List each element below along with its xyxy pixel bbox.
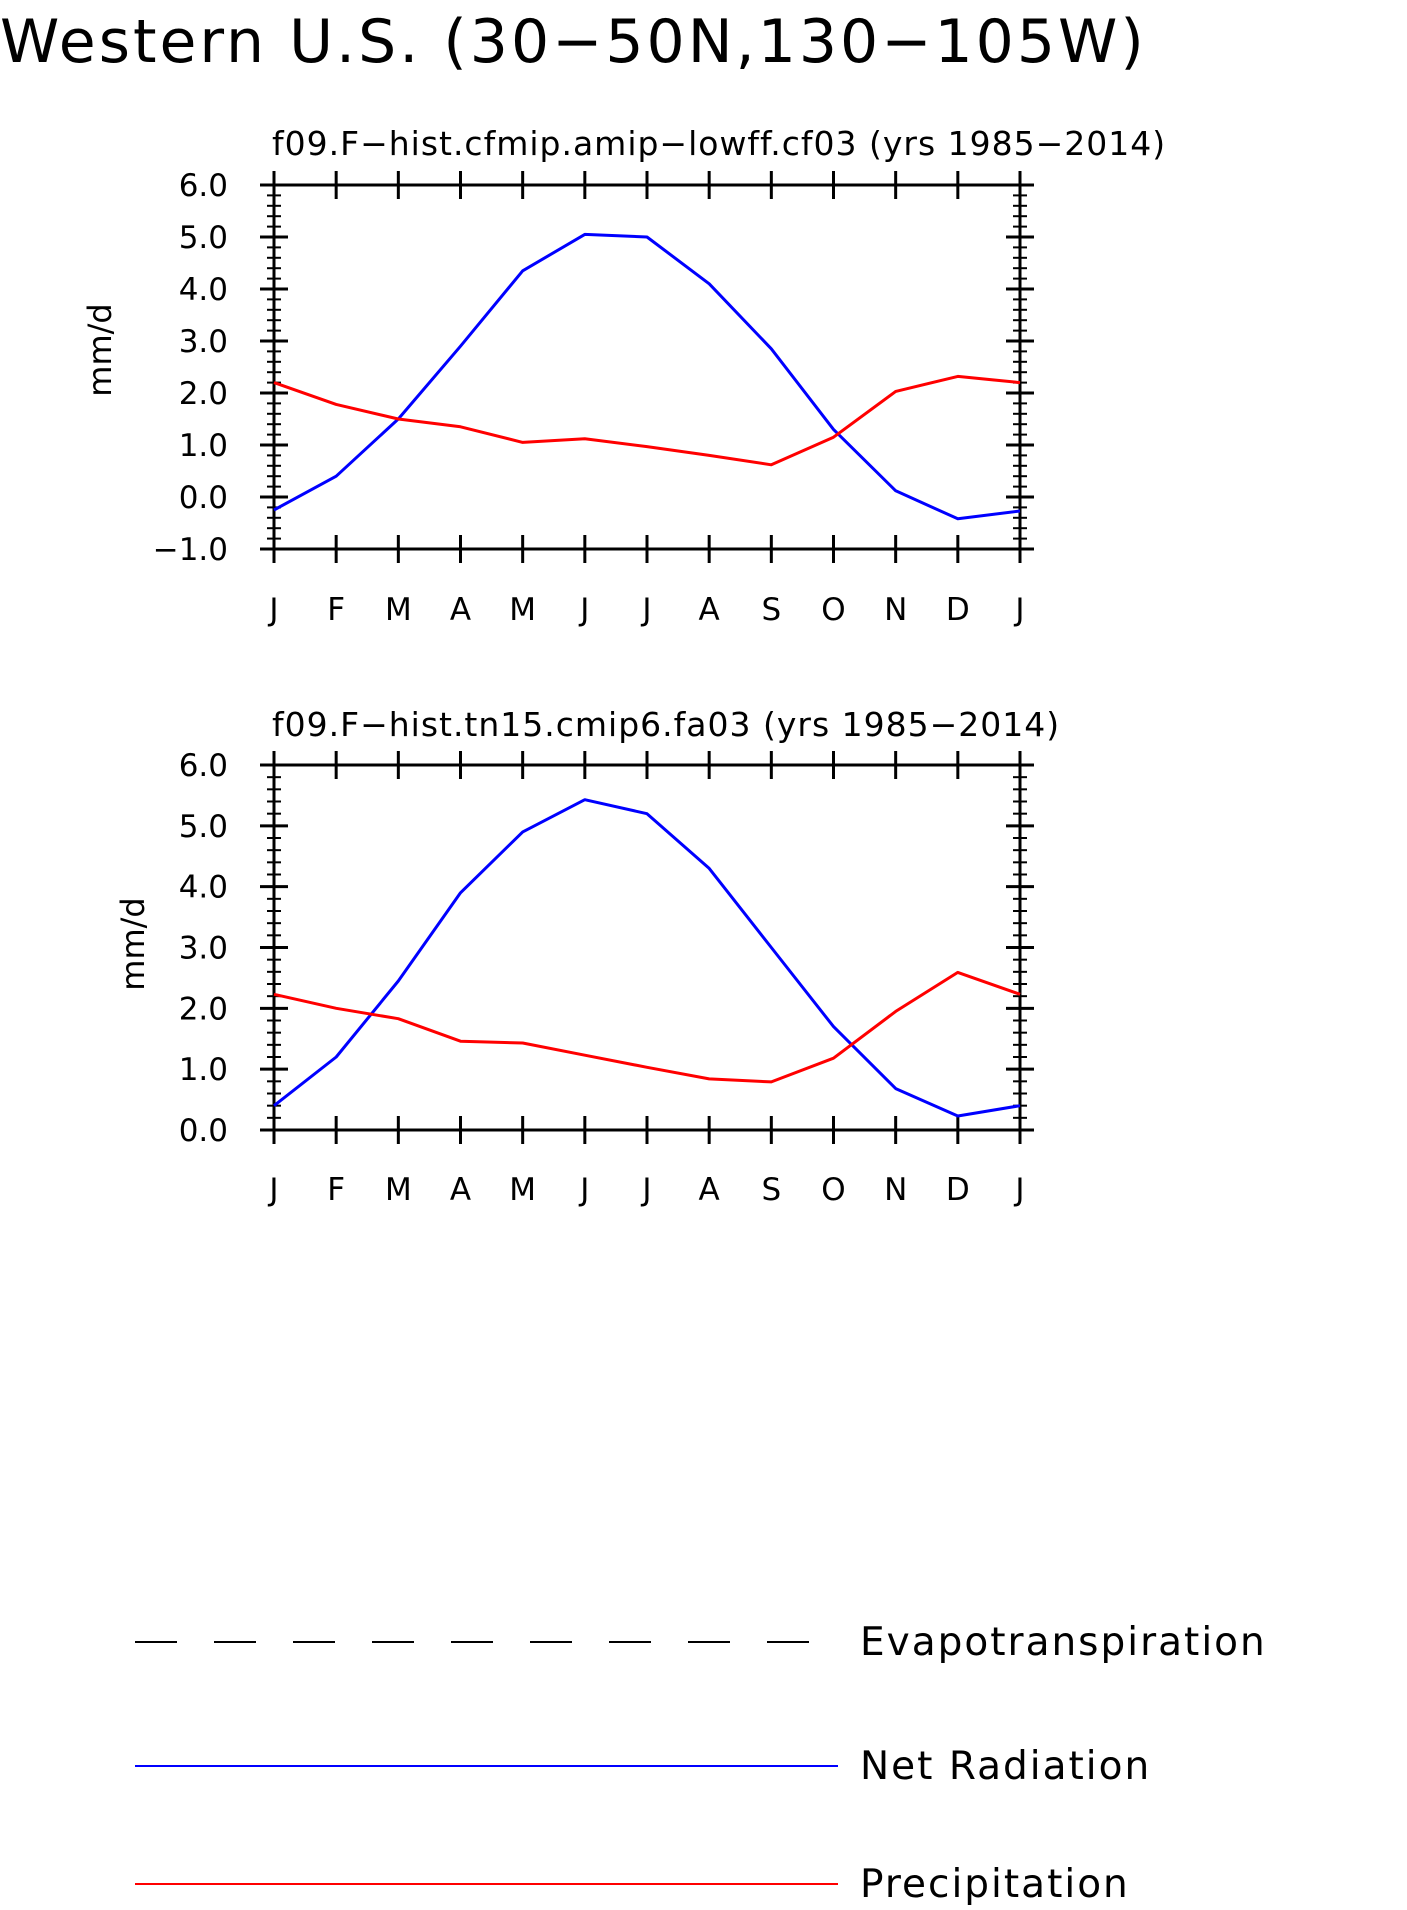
panel-1-plot-frame: [272, 183, 1022, 551]
panel-1-xtick-label: J: [578, 592, 589, 628]
panel-2-title: f09.F−hist.tn15.cmip6.fa03 (yrs 1985−201…: [272, 705, 1060, 744]
panel-1-ytick-label: 2.0: [179, 376, 228, 412]
panel-2-ytick-label: 1.0: [179, 1052, 228, 1088]
panel-1-xtick-label: D: [946, 592, 970, 628]
panel-2-plot-frame: [272, 763, 1022, 1132]
panel-1-xtick-label: F: [327, 592, 345, 628]
panel-1-ytick-label: 5.0: [179, 220, 228, 256]
legend-label-evapotranspiration: Evapotranspiration: [860, 1620, 1267, 1665]
panel-1-series-net-radiation-line: [273, 232, 1021, 521]
panel-2-ytick-label: 6.0: [179, 748, 228, 784]
panel-1-xtick-label: J: [640, 592, 651, 628]
panel-1: f09.F−hist.cfmip.amip−lowff.cf03 (yrs 19…: [81, 124, 1166, 628]
panel-2-xtick-label: N: [884, 1172, 907, 1208]
panel-2-ylabel: mm/d: [114, 897, 152, 990]
panel-2-ytick-label: 5.0: [179, 809, 228, 845]
panel-2-ytick-label: 2.0: [179, 991, 228, 1027]
panel-2-xtick-label: A: [699, 1172, 720, 1208]
panel-1-xtick-label: O: [821, 592, 845, 628]
panel-1-xtick-label: J: [267, 592, 278, 628]
panel-2-xtick-label: F: [327, 1172, 345, 1208]
panel-1-plot: −1.0 0.0 1.0 2.0 3.0 4.0 5.0 6.0 J F M A M J J A S O N D J: [153, 168, 1034, 628]
panel-1-title: f09.F−hist.cfmip.amip−lowff.cf03 (yrs 19…: [272, 124, 1166, 163]
panel-1-xtick-label: M: [509, 592, 536, 628]
panel-1-xtick-label: N: [884, 592, 907, 628]
legend: Evapotranspiration Net Radiation Precipi…: [135, 1620, 1267, 1907]
main-title: Western U.S. (30−50N,130−105W): [0, 7, 1147, 77]
panel-1-xtick-label: J: [1013, 592, 1024, 628]
panel-2-series-net-radiation-line: [273, 798, 1021, 1118]
panel-2-ytick-label: 0.0: [179, 1113, 228, 1149]
panel-1-ytick-label: −1.0: [153, 532, 228, 568]
panel-1-ytick-label: 4.0: [179, 272, 228, 308]
panel-2-xtick-label: A: [450, 1172, 471, 1208]
panel-2-xtick-label: D: [946, 1172, 970, 1208]
panel-1-ytick-label: 3.0: [179, 324, 228, 360]
panel-2-xtick-label: J: [1013, 1172, 1024, 1208]
panel-1-ytick-label: 6.0: [179, 168, 228, 204]
panel-1-ylabel: mm/d: [81, 303, 119, 396]
panel-2-xtick-label: M: [509, 1172, 536, 1208]
panel-2-xtick-label: J: [640, 1172, 651, 1208]
panel-2-xtick-label: S: [761, 1172, 781, 1208]
panel-1-xtick-label: A: [450, 592, 471, 628]
panel-1-ytick-label: 1.0: [179, 428, 228, 464]
panel-1-xtick-label: S: [761, 592, 781, 628]
legend-label-net-radiation: Net Radiation: [860, 1744, 1151, 1789]
panel-2-ytick-label: 4.0: [179, 870, 228, 906]
panel-2-xtick-label: J: [267, 1172, 278, 1208]
panel-2-ytick-label: 3.0: [179, 931, 228, 967]
panel-2: f09.F−hist.tn15.cmip6.fa03 (yrs 1985−201…: [114, 705, 1060, 1208]
panel-2-xtick-label: M: [385, 1172, 412, 1208]
panel-2-xtick-label: O: [821, 1172, 845, 1208]
panel-2-xtick-label: J: [578, 1172, 589, 1208]
panel-2-plot: 0.0 1.0 2.0 3.0 4.0 5.0 6.0 J F M A M J J A S O N D J: [179, 748, 1034, 1208]
panel-2-series-precipitation-line: [273, 970, 1021, 1084]
panel-1-xtick-label: A: [699, 592, 720, 628]
panel-1-ytick-label: 0.0: [179, 480, 228, 516]
panel-1-xtick-label: M: [385, 592, 412, 628]
panel-1-series-precipitation-line: [273, 374, 1021, 467]
legend-label-precipitation: Precipitation: [860, 1862, 1130, 1907]
